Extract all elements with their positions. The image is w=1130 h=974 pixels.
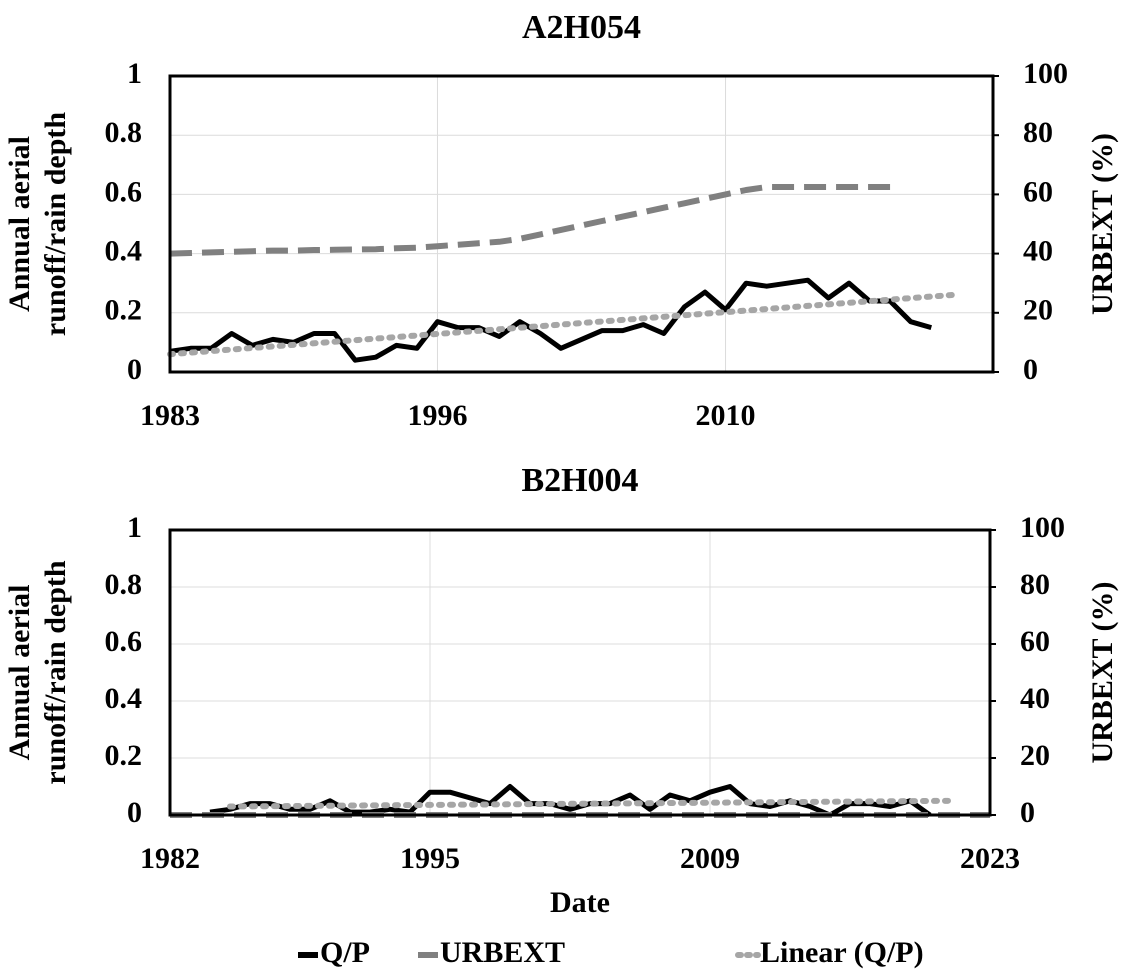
chart-title: B2H004	[521, 462, 638, 499]
y-tick-label: 0	[127, 796, 142, 829]
y-tick-label: 0.4	[105, 682, 143, 715]
y-tick-label: 0.2	[105, 739, 143, 772]
y2-tick-label: 100	[1023, 57, 1068, 90]
x-axis-label: Date	[550, 886, 610, 919]
y-tick-label: 0.8	[105, 568, 143, 601]
chart-title: A2H054	[522, 9, 641, 46]
x-tick-label: 2023	[960, 842, 1020, 875]
y-tick-label: 0	[127, 353, 142, 386]
legend-label: Q/P	[320, 936, 370, 969]
y2-axis-label: URBEXT (%)	[1086, 133, 1119, 315]
series-line	[209, 784, 932, 818]
x-tick-label: 1996	[407, 399, 467, 432]
y-tick-label: 1	[127, 511, 142, 544]
y2-tick-label: 80	[1023, 116, 1053, 149]
y-tick-label: 0.2	[105, 294, 143, 327]
y-axis-label-line: Annual aerial	[3, 585, 36, 761]
plot-frame	[168, 528, 992, 817]
x-tick-label: 1983	[140, 399, 200, 432]
legend-label: Linear (Q/P)	[760, 936, 924, 969]
y2-tick-label: 20	[1023, 294, 1053, 327]
y-axis-label-line: runoff/rain depth	[39, 560, 72, 785]
y-axis-label-line: runoff/rain depth	[39, 112, 72, 337]
x-tick-label: 2009	[680, 842, 740, 875]
plot-frame	[168, 74, 995, 374]
y-axis-label: Annual aerial runoff/rain depth	[3, 560, 72, 785]
y2-tick-label: 0	[1020, 796, 1035, 829]
y2-tick-label: 20	[1020, 739, 1050, 772]
x-tick-label: 1995	[400, 842, 460, 875]
y2-tick-label: 60	[1020, 625, 1050, 658]
series-line	[227, 797, 953, 810]
x-tick-label: 2010	[696, 399, 756, 432]
y2-tick-label: 100	[1020, 511, 1065, 544]
y2-tick-label: 60	[1023, 175, 1053, 208]
y2-tick-label: 40	[1020, 682, 1050, 715]
y-axis-label-line: Annual aerial	[3, 136, 36, 312]
y2-axis-label: URBEXT (%)	[1086, 582, 1119, 764]
y2-tick-label: 0	[1023, 353, 1038, 386]
y-tick-label: 0.6	[105, 175, 143, 208]
x-tick-label: 1982	[140, 842, 200, 875]
legend-label: URBEXT	[440, 936, 565, 969]
y-tick-label: 0.6	[105, 625, 143, 658]
y-axis-label: Annual aerial runoff/rain depth	[3, 112, 72, 337]
y2-tick-label: 80	[1020, 568, 1050, 601]
y-tick-label: 0.4	[105, 234, 143, 267]
y-tick-label: 1	[127, 57, 142, 90]
series-line	[167, 292, 955, 358]
y2-tick-label: 40	[1023, 234, 1053, 267]
y-tick-label: 0.8	[105, 116, 143, 149]
series-line	[169, 184, 891, 257]
series-line	[169, 277, 932, 363]
